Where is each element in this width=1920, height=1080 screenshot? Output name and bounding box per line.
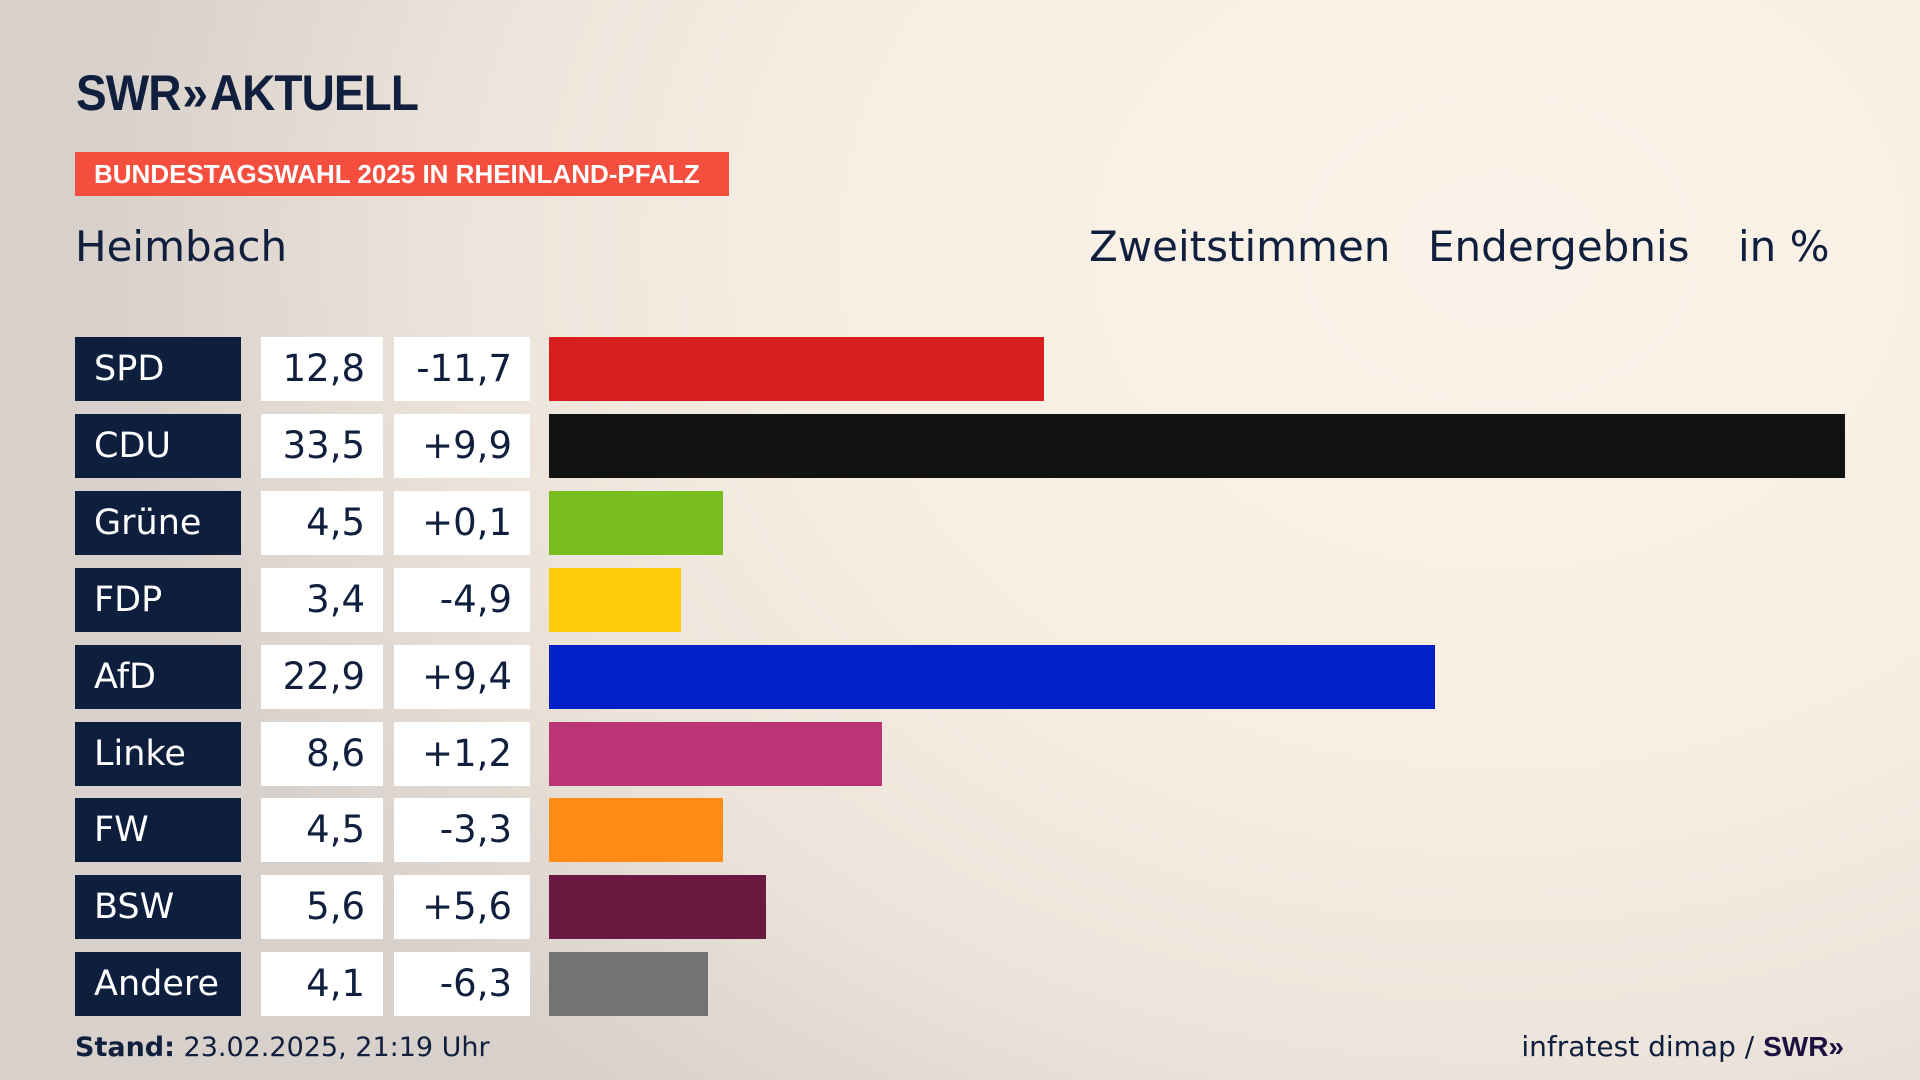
result-row: BSW 5,6 +5,6 xyxy=(75,875,1875,940)
bar-grüne xyxy=(549,490,724,555)
header-unit: in % xyxy=(1738,222,1830,271)
change-label: +9,4 xyxy=(394,644,530,709)
result-row: SPD 12,8 -11,7 xyxy=(75,337,1875,401)
change-label: -11,7 xyxy=(394,337,530,401)
change-label: -4,9 xyxy=(394,567,530,632)
change-label: +0,1 xyxy=(394,490,530,555)
swr-logo: SWR» xyxy=(1763,1031,1844,1062)
party-label: FW xyxy=(75,798,241,863)
bar-afd xyxy=(549,644,1435,709)
result-row: FW 4,5 -3,3 xyxy=(75,798,1875,863)
value-label: 12,8 xyxy=(261,337,383,401)
source-text: infratest dimap / xyxy=(1521,1030,1755,1063)
bar-andere xyxy=(549,952,708,1017)
swr-aktuell-logo: SWR» AKTUELL xyxy=(76,65,419,121)
change-label: +1,2 xyxy=(394,721,530,786)
timestamp: Stand: 23.02.2025, 21:19 Uhr xyxy=(75,1032,490,1063)
value-label: 3,4 xyxy=(261,567,383,632)
value-label: 4,1 xyxy=(261,952,383,1017)
party-label: BSW xyxy=(75,875,241,940)
party-label: AfD xyxy=(75,644,241,709)
logo-label: AKTUELL xyxy=(209,65,419,121)
change-label: -6,3 xyxy=(394,952,530,1017)
result-row: AfD 22,9 +9,4 xyxy=(75,644,1875,709)
value-label: 33,5 xyxy=(261,413,383,478)
result-row: Linke 8,6 +1,2 xyxy=(75,721,1875,786)
value-label: 8,6 xyxy=(261,721,383,786)
result-row: CDU 33,5 +9,9 xyxy=(75,413,1875,478)
election-banner: BUNDESTAGSWAHL 2025 IN RHEINLAND-PFALZ xyxy=(75,152,729,196)
value-label: 5,6 xyxy=(261,875,383,940)
party-label: Linke xyxy=(75,721,241,786)
change-label: +9,9 xyxy=(394,413,530,478)
value-label: 4,5 xyxy=(261,798,383,863)
bar-cdu xyxy=(549,413,1845,478)
party-label: SPD xyxy=(75,337,241,401)
source: infratest dimap / SWR» xyxy=(1521,1030,1844,1063)
header-result: Endergebnis xyxy=(1428,222,1690,271)
result-row: Grüne 4,5 +0,1 xyxy=(75,490,1875,555)
place-title: Heimbach xyxy=(75,222,288,271)
logo-chevrons-icon: » xyxy=(182,65,208,121)
stand-value: 23.02.2025, 21:19 Uhr xyxy=(183,1032,490,1063)
bar-fdp xyxy=(549,567,681,632)
result-row: Andere 4,1 -6,3 xyxy=(75,952,1875,1017)
value-label: 4,5 xyxy=(261,490,383,555)
change-label: -3,3 xyxy=(394,798,530,863)
bar-spd xyxy=(549,337,1045,401)
party-label: CDU xyxy=(75,413,241,478)
result-row: FDP 3,4 -4,9 xyxy=(75,567,1875,632)
logo-brand: SWR xyxy=(76,65,181,121)
party-label: FDP xyxy=(75,567,241,632)
bar-linke xyxy=(549,721,882,786)
change-label: +5,6 xyxy=(394,875,530,940)
bar-fw xyxy=(549,798,724,863)
stand-label: Stand: xyxy=(75,1032,175,1063)
party-label: Grüne xyxy=(75,490,241,555)
header-vote-type: Zweitstimmen xyxy=(1089,222,1391,271)
party-label: Andere xyxy=(75,952,241,1017)
value-label: 22,9 xyxy=(261,644,383,709)
bar-bsw xyxy=(549,875,766,940)
